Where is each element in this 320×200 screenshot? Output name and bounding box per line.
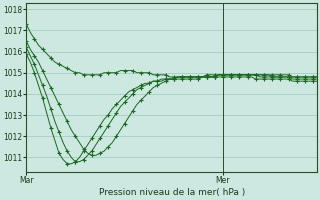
X-axis label: Pression niveau de la mer( hPa ): Pression niveau de la mer( hPa ) xyxy=(99,188,245,197)
